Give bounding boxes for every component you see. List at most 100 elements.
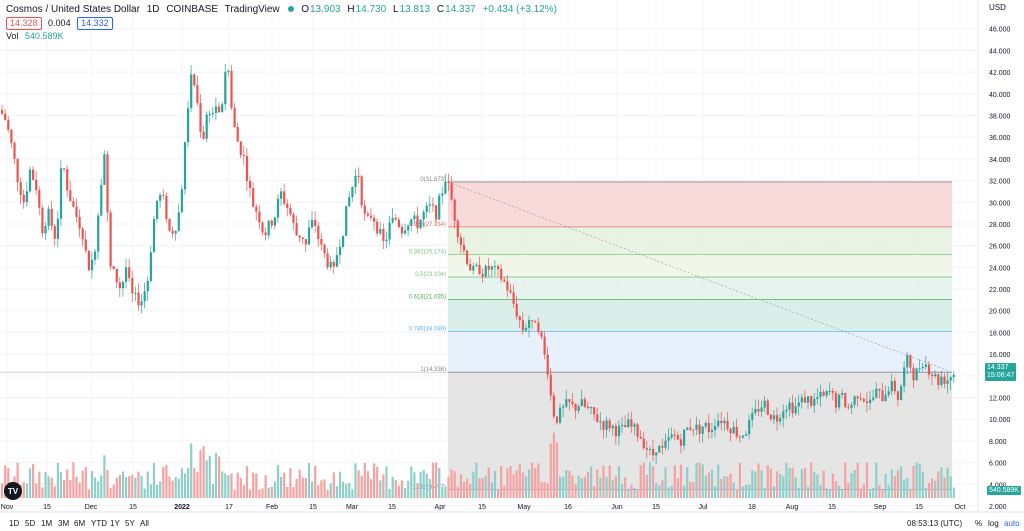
candle[interactable]: [586, 406, 590, 409]
candle[interactable]: [782, 411, 785, 419]
candle[interactable]: [335, 255, 338, 267]
candle[interactable]: [772, 415, 776, 420]
range-5d[interactable]: 5D: [25, 519, 36, 528]
candle[interactable]: [394, 217, 397, 220]
candle[interactable]: [559, 407, 562, 423]
candle[interactable]: [683, 429, 686, 446]
candle[interactable]: [376, 221, 379, 234]
candle[interactable]: [819, 391, 822, 398]
candle[interactable]: [466, 250, 469, 265]
interval-label[interactable]: 1D: [146, 4, 160, 15]
volume-legend[interactable]: Vol 540.589K: [6, 31, 64, 41]
candle[interactable]: [87, 250, 90, 271]
candle[interactable]: [360, 176, 363, 206]
candle[interactable]: [19, 182, 22, 195]
candle[interactable]: [239, 141, 242, 156]
candle[interactable]: [670, 434, 673, 438]
range-5y[interactable]: 5Y: [125, 519, 135, 528]
candle[interactable]: [59, 168, 63, 219]
candle[interactable]: [875, 388, 878, 398]
candle[interactable]: [109, 212, 112, 267]
range-1d[interactable]: 1D: [9, 519, 20, 528]
candle[interactable]: [174, 230, 177, 234]
candle[interactable]: [621, 425, 624, 427]
candle[interactable]: [354, 175, 357, 188]
candle[interactable]: [90, 259, 94, 271]
candle[interactable]: [521, 320, 524, 331]
candle[interactable]: [664, 440, 667, 448]
candle[interactable]: [838, 394, 841, 408]
candle[interactable]: [831, 390, 834, 393]
candle[interactable]: [692, 429, 695, 431]
candle[interactable]: [633, 424, 636, 427]
candle[interactable]: [208, 114, 211, 116]
candle[interactable]: [47, 208, 50, 227]
candle[interactable]: [698, 424, 701, 434]
candle[interactable]: [732, 426, 735, 434]
candle[interactable]: [822, 391, 825, 396]
candle[interactable]: [400, 226, 404, 234]
candle[interactable]: [803, 397, 807, 403]
candle[interactable]: [10, 129, 13, 143]
candle[interactable]: [332, 261, 335, 267]
candle[interactable]: [97, 215, 100, 252]
candle[interactable]: [255, 206, 258, 212]
candle[interactable]: [221, 104, 224, 113]
candle[interactable]: [673, 434, 676, 436]
candle[interactable]: [168, 218, 171, 231]
candle[interactable]: [214, 106, 218, 113]
candle[interactable]: [741, 435, 745, 438]
candle[interactable]: [729, 428, 732, 434]
candle[interactable]: [785, 409, 788, 412]
candle[interactable]: [608, 420, 611, 429]
candle[interactable]: [856, 396, 859, 399]
candle[interactable]: [342, 235, 345, 247]
candle[interactable]: [841, 392, 844, 395]
candle[interactable]: [258, 211, 261, 223]
candle[interactable]: [338, 246, 342, 256]
candle[interactable]: [28, 169, 32, 192]
candle[interactable]: [363, 205, 366, 214]
candle[interactable]: [25, 191, 28, 203]
candle[interactable]: [438, 195, 441, 220]
candle[interactable]: [165, 195, 168, 219]
candle[interactable]: [599, 421, 602, 423]
candle[interactable]: [503, 279, 506, 282]
candle[interactable]: [469, 264, 472, 271]
candle[interactable]: [881, 390, 884, 402]
candle[interactable]: [4, 113, 7, 121]
candle[interactable]: [900, 386, 903, 400]
candle[interactable]: [642, 438, 645, 449]
candle[interactable]: [22, 194, 25, 203]
candle[interactable]: [735, 426, 738, 437]
candle[interactable]: [304, 239, 307, 245]
candle[interactable]: [459, 237, 462, 245]
candle[interactable]: [596, 414, 599, 422]
candle[interactable]: [686, 427, 689, 430]
candle[interactable]: [940, 376, 943, 385]
candle[interactable]: [41, 207, 44, 234]
candle[interactable]: [472, 265, 475, 271]
candle[interactable]: [484, 265, 487, 277]
candle[interactable]: [348, 197, 351, 207]
candle[interactable]: [934, 374, 937, 377]
candle[interactable]: [490, 266, 493, 270]
candle[interactable]: [630, 419, 633, 427]
candle[interactable]: [32, 169, 35, 180]
candle[interactable]: [497, 266, 500, 269]
log-toggle[interactable]: log: [988, 519, 999, 528]
candle[interactable]: [149, 252, 152, 281]
candle[interactable]: [627, 419, 630, 428]
candle[interactable]: [528, 320, 531, 328]
candle[interactable]: [816, 397, 819, 399]
candle[interactable]: [416, 215, 419, 229]
candle[interactable]: [580, 399, 583, 407]
candle[interactable]: [131, 278, 134, 294]
candle[interactable]: [717, 420, 720, 427]
candle[interactable]: [404, 230, 407, 234]
candle[interactable]: [720, 420, 723, 424]
candle[interactable]: [648, 448, 652, 450]
candle[interactable]: [187, 108, 190, 143]
candle[interactable]: [407, 225, 410, 231]
